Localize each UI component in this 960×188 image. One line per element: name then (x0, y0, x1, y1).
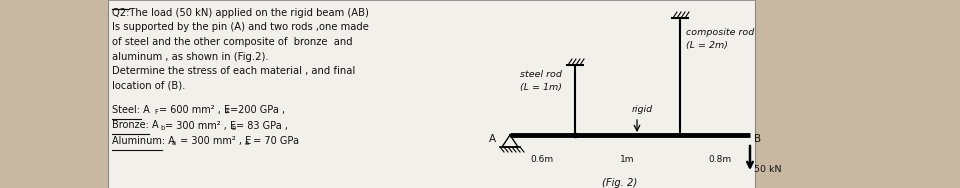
Text: = 300 mm² , E: = 300 mm² , E (165, 121, 236, 130)
Text: of steel and the other composite of  bronze  and: of steel and the other composite of bron… (112, 37, 352, 47)
Text: = 300 mm² , E: = 300 mm² , E (177, 136, 252, 146)
Text: location of (B).: location of (B). (112, 80, 185, 90)
Text: (L = 2m): (L = 2m) (686, 41, 728, 50)
Text: = 70 GPa: = 70 GPa (250, 136, 299, 146)
Text: Q2:The load (50 kN) applied on the rigid beam (AB): Q2:The load (50 kN) applied on the rigid… (112, 8, 369, 18)
Text: = 83 GPa ,: = 83 GPa , (236, 121, 288, 130)
Text: rigid: rigid (632, 105, 653, 114)
Text: Steel: A: Steel: A (112, 105, 150, 115)
Text: F: F (154, 109, 157, 115)
Text: = 600 mm² , E: = 600 mm² , E (159, 105, 230, 115)
Text: =200 GPa ,: =200 GPa , (230, 105, 285, 115)
Bar (108, 0, 755, 188)
Text: B: B (754, 134, 761, 144)
Text: F: F (225, 109, 228, 115)
Text: 50 kN: 50 kN (754, 165, 781, 174)
Text: Bronze: A: Bronze: A (112, 121, 158, 130)
Text: Is supported by the pin (A) and two rods ,one made: Is supported by the pin (A) and two rods… (112, 23, 369, 33)
Text: steel rod: steel rod (520, 70, 562, 79)
Text: 0.8m: 0.8m (708, 155, 732, 164)
Text: Determine the stress of each material , and final: Determine the stress of each material , … (112, 66, 355, 76)
Text: 1m: 1m (620, 155, 635, 164)
Bar (755, 0, 960, 188)
Text: (L = 1m): (L = 1m) (520, 83, 562, 92)
Text: a: a (245, 140, 250, 146)
Text: b: b (160, 124, 164, 130)
Text: b: b (231, 124, 235, 130)
Text: aluminum , as shown in (Fig.2).: aluminum , as shown in (Fig.2). (112, 52, 269, 61)
Text: A: A (489, 134, 496, 144)
Text: composite rod: composite rod (686, 28, 755, 37)
Text: 0.6m: 0.6m (531, 155, 554, 164)
Text: Aluminum: A: Aluminum: A (112, 136, 175, 146)
Text: a: a (172, 140, 176, 146)
Text: (Fig. 2): (Fig. 2) (602, 178, 637, 188)
